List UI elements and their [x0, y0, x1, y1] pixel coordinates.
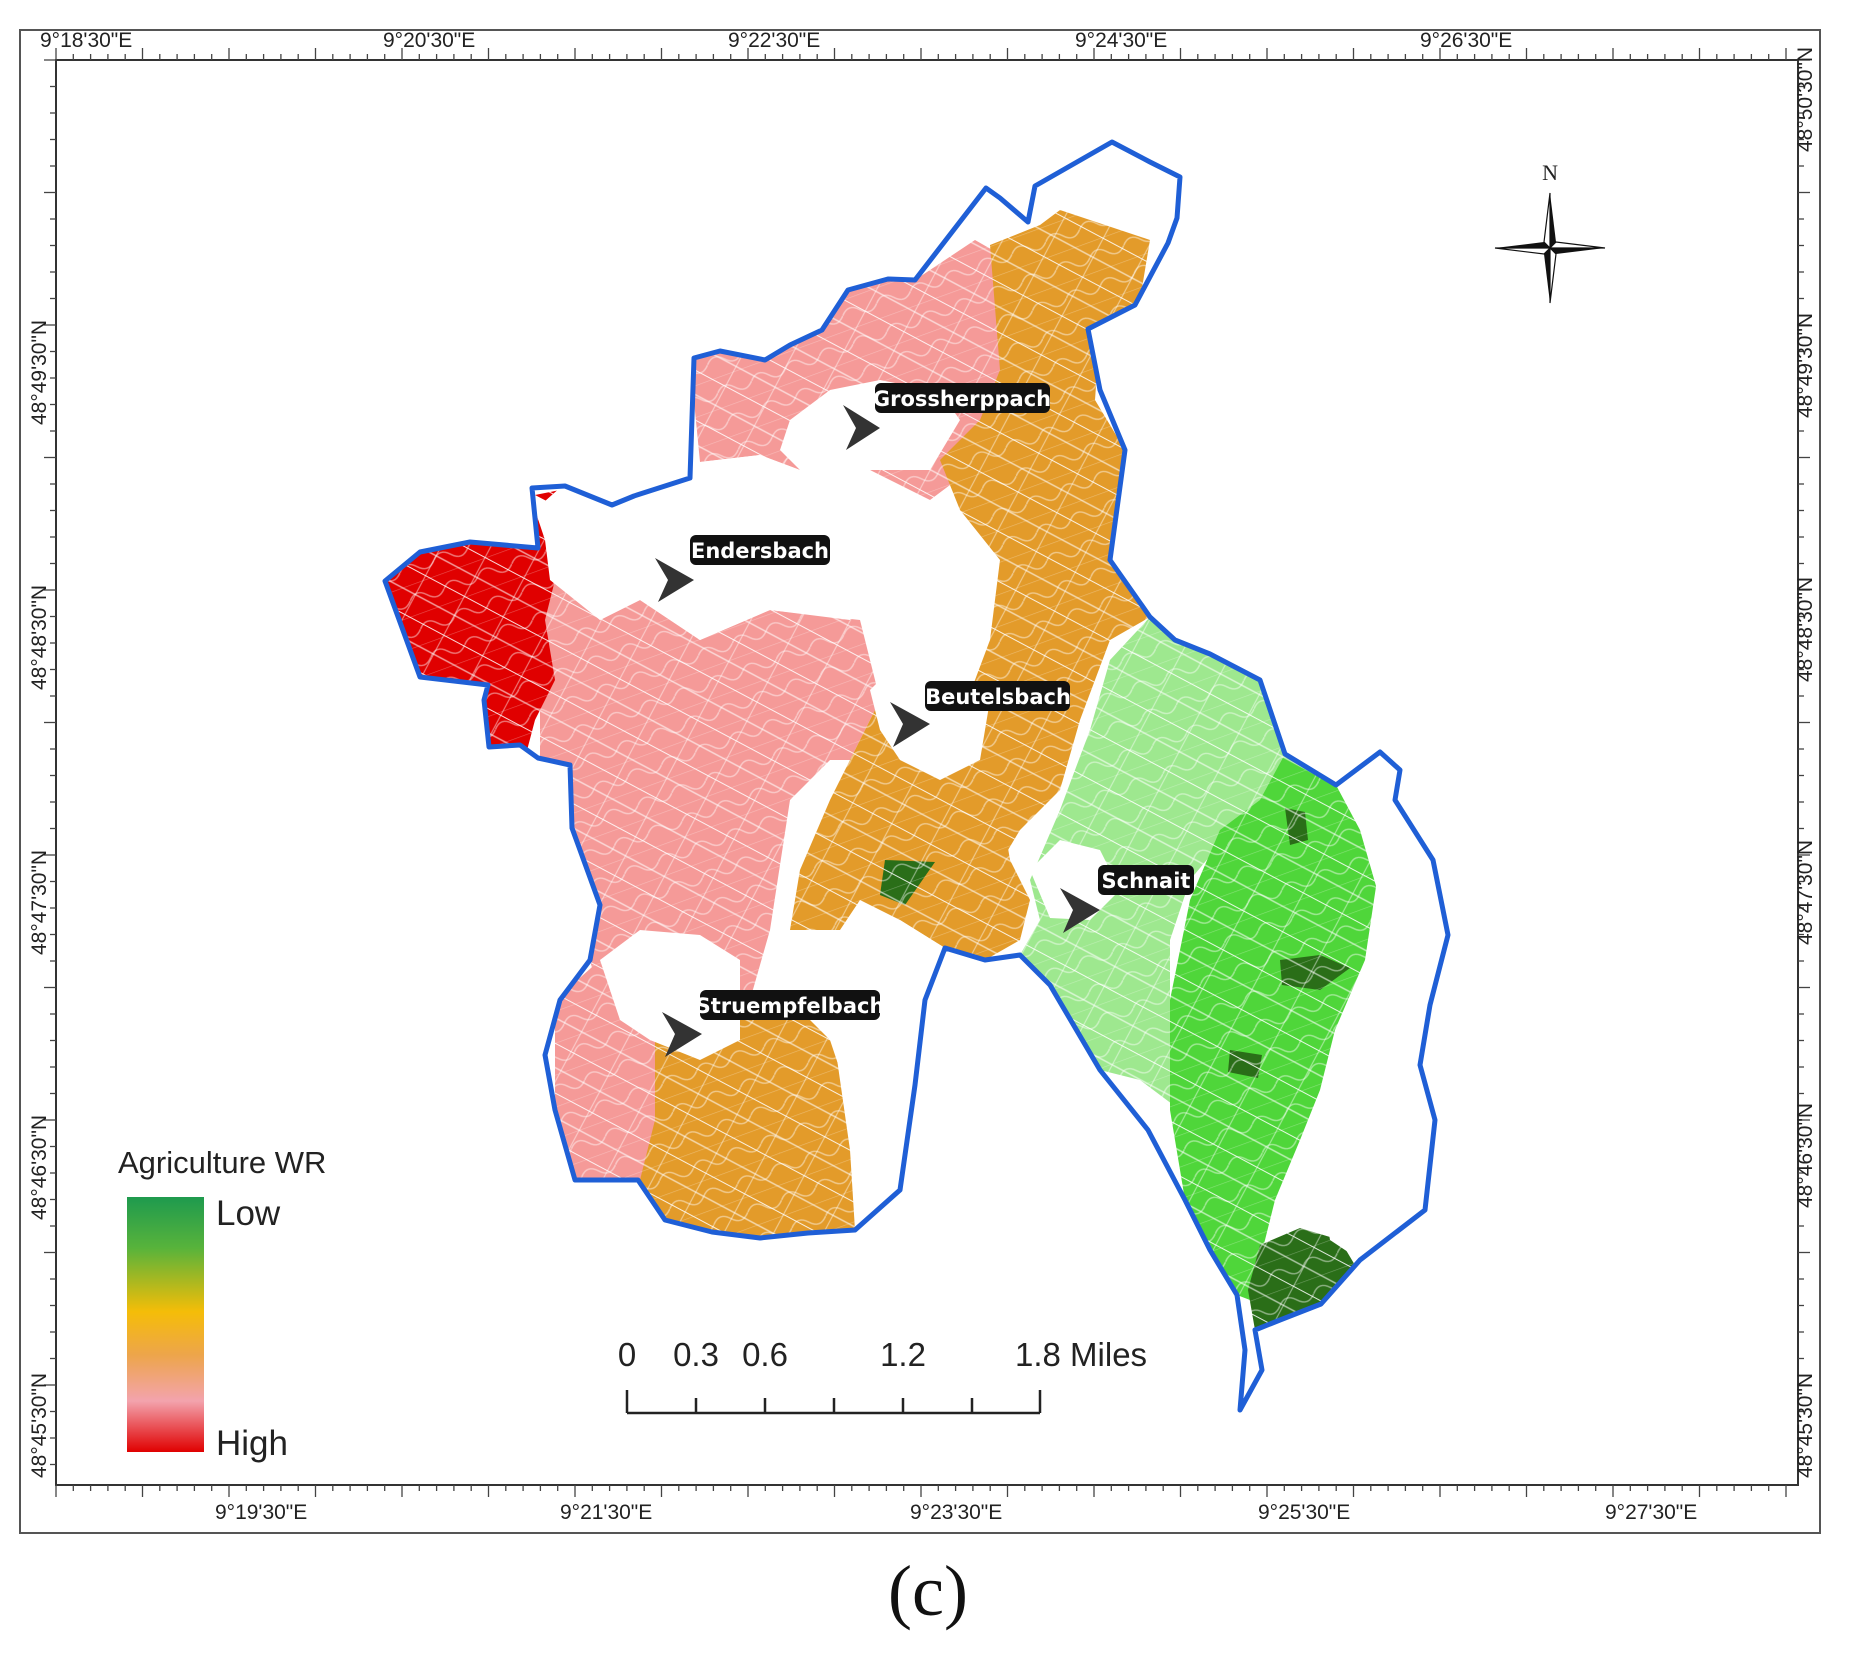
left-tick-label: 48°49'30"N — [28, 320, 51, 425]
north-arrow-point-west-shadow — [1494, 247, 1552, 255]
north-arrow-icon: N — [1494, 160, 1606, 304]
legend-title: Agriculture WR — [118, 1145, 326, 1180]
town-label: Struempfelbach — [696, 994, 885, 1018]
bottom-tick-label: 9°19'30"E — [215, 1501, 307, 1524]
bottom-tick-label: 9°23'30"E — [910, 1501, 1002, 1524]
town-label: Endersbach — [691, 539, 829, 563]
north-arrow-point-east-shadow — [1548, 241, 1606, 249]
legend-low-label: Low — [216, 1194, 281, 1233]
scale-label: 1.2 — [880, 1336, 926, 1373]
town-struempfelbach: Struempfelbach — [662, 990, 884, 1057]
region-boundary — [382, 139, 1451, 1413]
figure-caption: (c) — [888, 1551, 968, 1631]
scale-label: 1.8 Miles — [1015, 1336, 1147, 1373]
legend-color-ramp — [127, 1197, 204, 1452]
top-tick-label: 9°20'30"E — [383, 29, 475, 52]
bottom-tick-label: 9°25'30"E — [1258, 1501, 1350, 1524]
right-tick-label: 48°47'30"N — [1794, 840, 1817, 945]
town-endersbach: Endersbach — [655, 535, 830, 602]
legend-high-label: High — [216, 1424, 288, 1463]
scale-label: 0.3 — [673, 1336, 719, 1373]
top-tick-label: 9°18'30"E — [40, 29, 132, 52]
town-schnait: Schnait — [1060, 865, 1194, 933]
legend: Agriculture WR Low High — [118, 1145, 326, 1463]
right-tick-label: 48°48'30"N — [1794, 577, 1817, 682]
graticule-ticks — [44, 48, 1810, 1497]
north-arrow-point-north — [1550, 193, 1556, 248]
town-label: Beutelsbach — [925, 685, 1071, 709]
top-tick-label: 9°26'30"E — [1420, 29, 1512, 52]
right-tick-label: 48°50'30"N — [1794, 47, 1817, 152]
scale-label: 0 — [618, 1336, 636, 1373]
town-grossherppach: Grossherppach — [843, 383, 1051, 450]
left-tick-label: 48°45'30"N — [28, 1373, 51, 1478]
north-arrow-point-east — [1550, 248, 1605, 254]
pointer-arrow-icon — [662, 1012, 702, 1057]
town-label: Grossherppach — [873, 387, 1051, 411]
right-tick-label: 48°46'30"N — [1794, 1103, 1817, 1208]
top-tick-label: 9°24'30"E — [1075, 29, 1167, 52]
pointer-arrow-icon — [655, 558, 694, 602]
outer-frame — [19, 29, 1821, 1534]
left-tick-label: 48°47'30"N — [28, 850, 51, 955]
scale-bar: 0 0.3 0.6 1.2 1.8 Miles — [618, 1336, 1147, 1415]
right-tick-label: 48°45'30"N — [1794, 1373, 1817, 1478]
north-label: N — [1542, 160, 1558, 185]
town-label-bg — [875, 383, 1050, 413]
town-label-bg — [700, 990, 880, 1020]
north-arrow-point-south — [1544, 248, 1550, 303]
pointer-arrow-icon — [890, 702, 930, 747]
bottom-tick-label: 9°27'30"E — [1605, 1501, 1697, 1524]
right-tick-label: 48°49'30"N — [1794, 313, 1817, 418]
town-beutelsbach: Beutelsbach — [890, 681, 1071, 747]
town-label-bg — [1098, 865, 1194, 895]
north-arrow-point-west — [1495, 242, 1550, 248]
pointer-arrow-icon — [843, 405, 880, 450]
bottom-tick-label: 9°21'30"E — [560, 1501, 652, 1524]
scale-label: 0.6 — [742, 1336, 788, 1373]
town-label-bg — [690, 535, 830, 565]
left-tick-label: 48°46'30"N — [28, 1115, 51, 1220]
town-label: Schnait — [1102, 869, 1191, 893]
top-tick-label: 9°22'30"E — [728, 29, 820, 52]
town-label-bg — [925, 681, 1070, 711]
pointer-arrow-icon — [1060, 888, 1100, 933]
left-tick-label: 48°48'30"N — [28, 585, 51, 690]
